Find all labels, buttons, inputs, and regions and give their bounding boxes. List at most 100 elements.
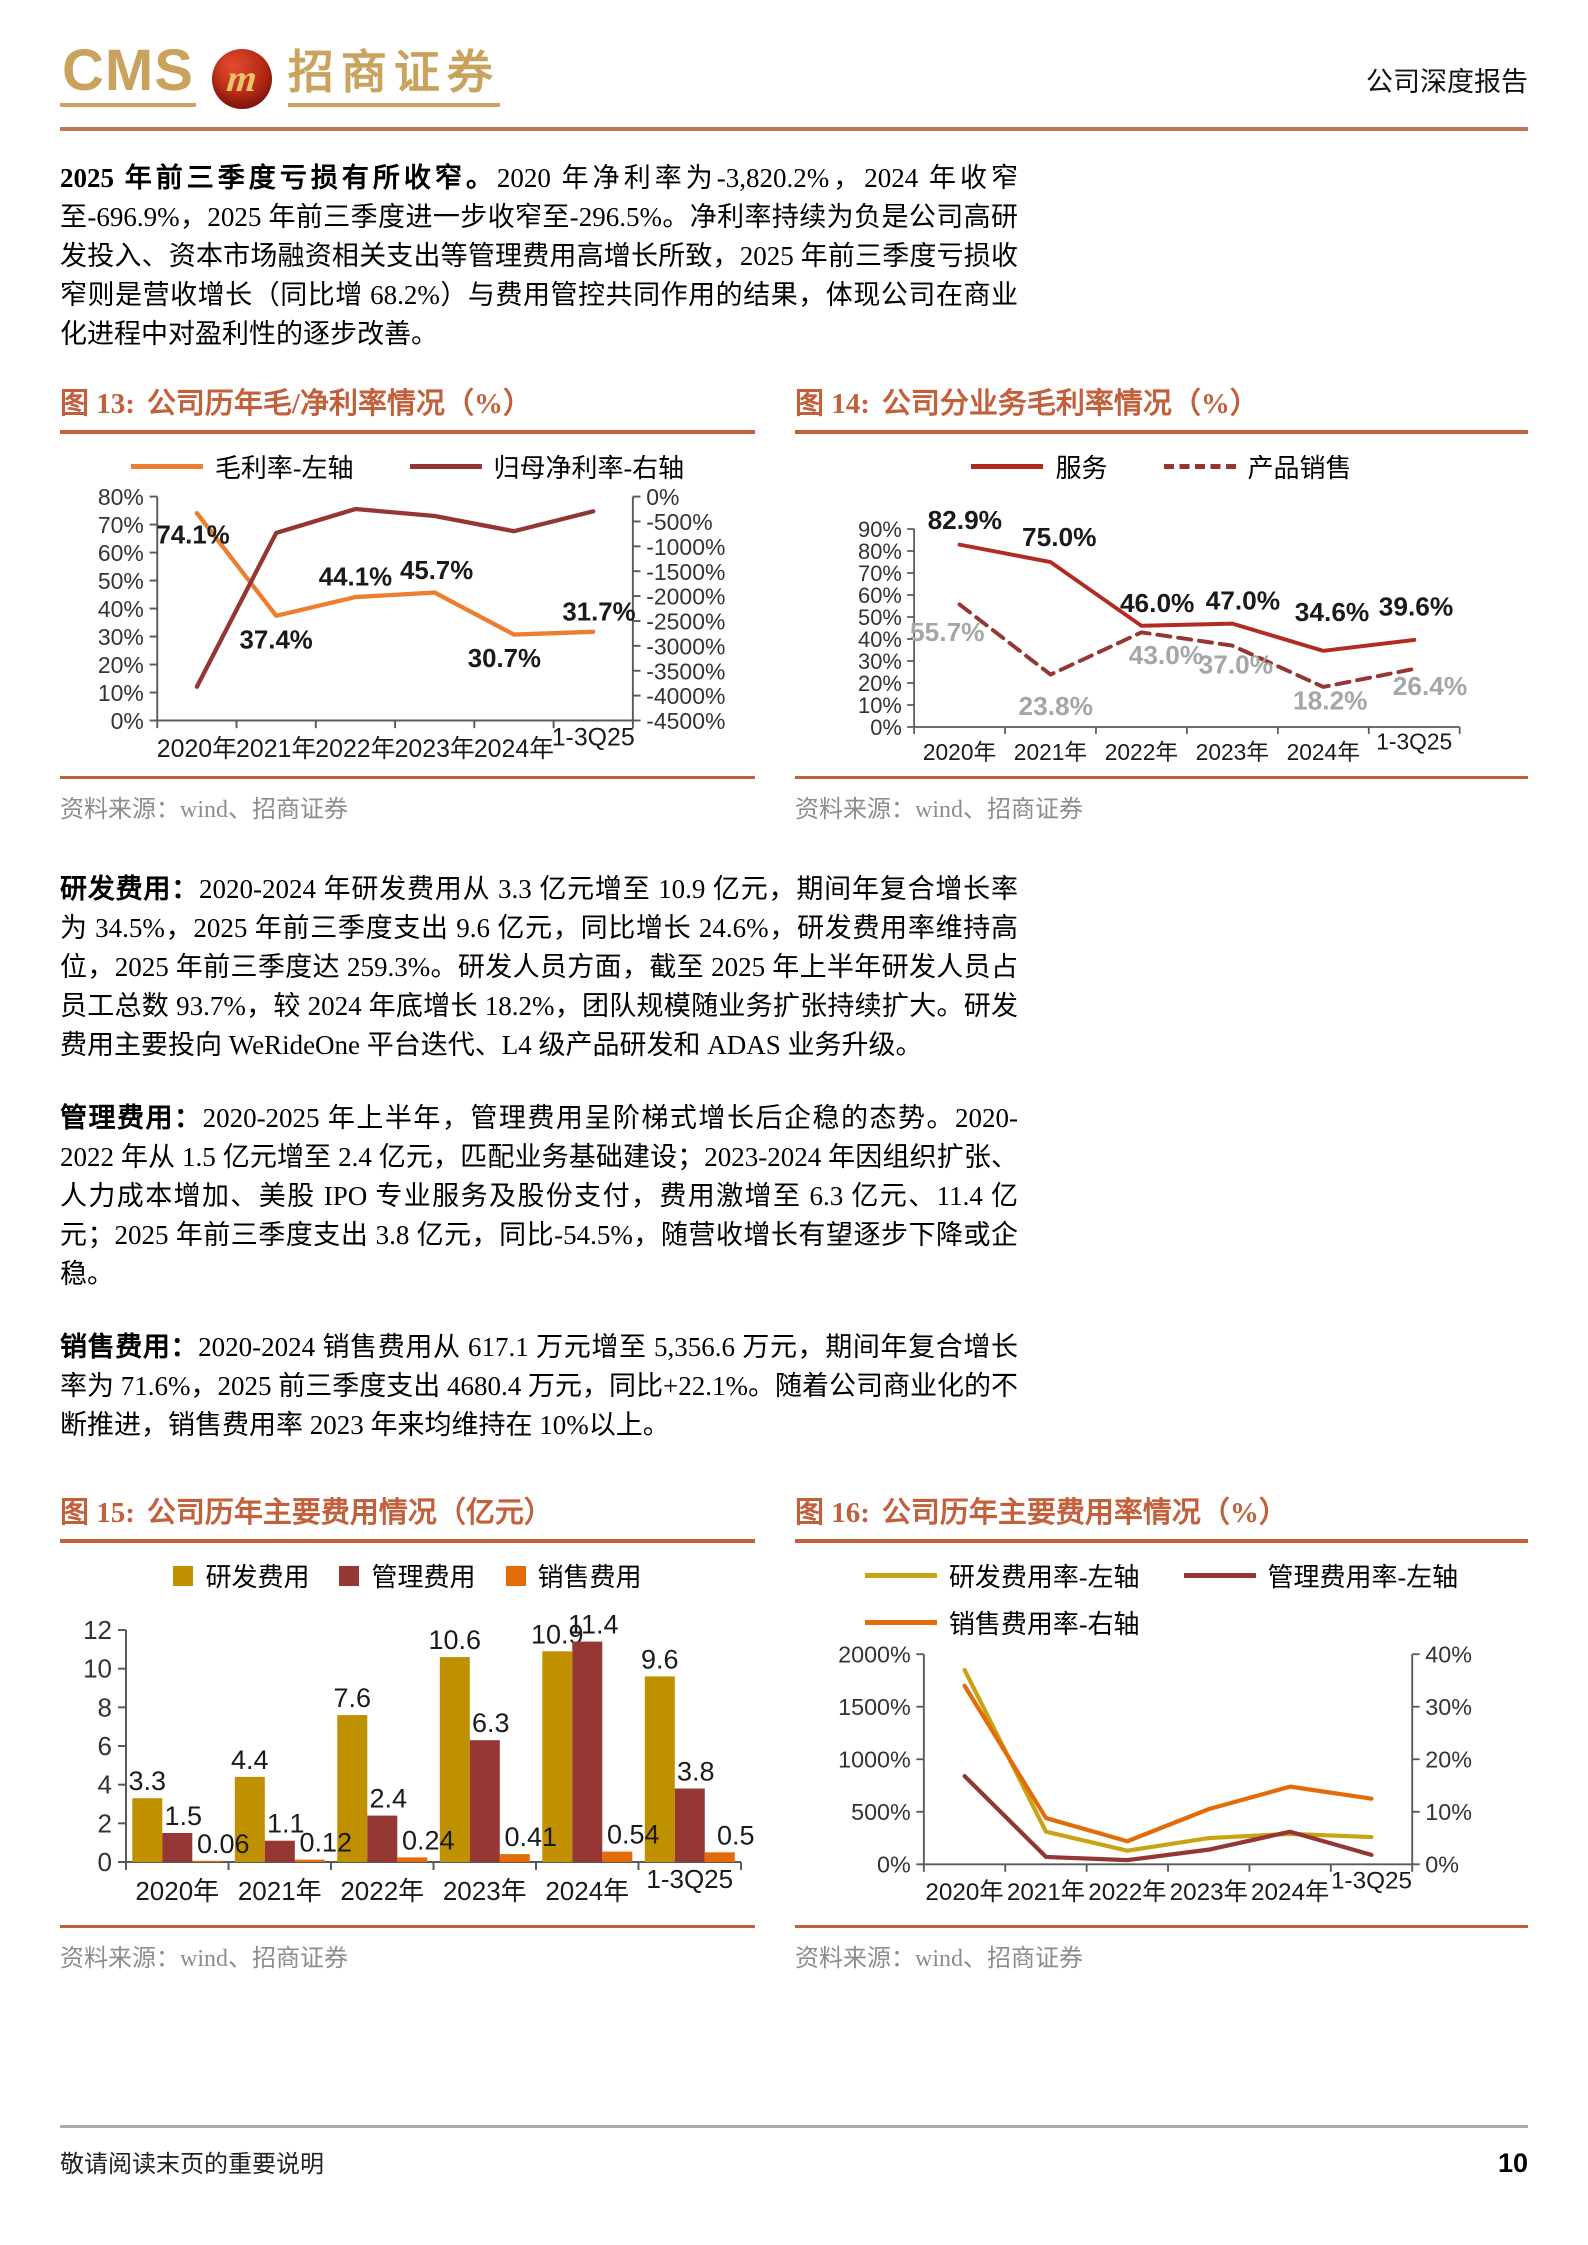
svg-text:2000%: 2000% [838, 1643, 911, 1668]
figure-13-label: 图 13: [60, 388, 135, 420]
svg-text:30%: 30% [1425, 1694, 1472, 1720]
gross-margin-legend-label: 毛利率-左轴 [214, 454, 354, 483]
svg-text:-500%: -500% [646, 509, 712, 535]
page-header: CMS m 招商证券 公司深度报告 [60, 42, 1528, 109]
svg-text:7.6: 7.6 [333, 1683, 371, 1713]
svg-text:40%: 40% [1425, 1643, 1472, 1668]
expense-rate-chart: 0% 500% 1000% 1500% 2000% 0% 10% 20% 30% 40% 2020年… [838, 1643, 1472, 1906]
legend-item-gross-margin: 毛利率-左轴 [130, 448, 354, 485]
svg-text:30.7%: 30.7% [468, 645, 541, 673]
figure-14: 图 14: 公司分业务毛利率情况（%） 服务 产品销售 0% 10% 20% 30% 40… [795, 380, 1528, 824]
svg-text:0%: 0% [877, 1852, 911, 1878]
paragraph-admin-expense: 管理费用：2020-2025 年上半年，管理费用呈阶梯式增长后企稳的态势。202… [60, 1099, 1018, 1294]
svg-text:0.12: 0.12 [299, 1828, 352, 1858]
svg-text:31.7%: 31.7% [562, 598, 635, 626]
svg-text:6: 6 [98, 1731, 112, 1761]
svg-text:0: 0 [98, 1847, 112, 1877]
svg-text:-3500%: -3500% [646, 658, 725, 684]
svg-text:20%: 20% [1425, 1747, 1472, 1773]
figure-16-legend: 研发费用率-左轴 管理费用率-左轴 销售费用率-右轴 [864, 1557, 1458, 1641]
svg-text:11.4: 11.4 [568, 1610, 619, 1640]
figure-15-source: 资料来源：wind、招商证券 [60, 1925, 755, 1973]
figure-13-legend: 毛利率-左轴 归母净利率-右轴 [60, 448, 755, 485]
svg-text:2022年: 2022年 [315, 735, 395, 763]
rd-expense-square-swatch [173, 1565, 194, 1586]
svg-text:26.4%: 26.4% [1393, 671, 1467, 701]
svg-text:50%: 50% [858, 605, 902, 630]
svg-text:0%: 0% [870, 715, 902, 740]
figure-14-source: 资料来源：wind、招商证券 [795, 776, 1528, 824]
paragraph-body: 2020-2024 销售费用从 617.1 万元增至 5,356.6 万元，期间… [60, 1332, 1018, 1440]
svg-text:80%: 80% [858, 539, 902, 564]
net-margin-line-swatch [409, 464, 482, 469]
svg-text:2024年: 2024年 [1287, 739, 1360, 765]
svg-text:2020年: 2020年 [135, 1876, 219, 1906]
svg-text:2020年: 2020年 [157, 735, 237, 763]
paragraph-rd-expense: 研发费用：2020-2024 年研发费用从 3.3 亿元增至 10.9 亿元，期… [60, 870, 1018, 1065]
figure-13-title: 图 13: 公司历年毛/净利率情况（%） [60, 380, 755, 434]
svg-text:10%: 10% [98, 680, 144, 706]
svg-text:-2500%: -2500% [646, 609, 725, 635]
figure-16-legend-row-1: 研发费用率-左轴 管理费用率-左轴 [864, 1557, 1458, 1594]
paragraph-loss-narrowing: 2025 年前三季度亏损有所收窄。2020 年净利率为-3,820.2%，202… [60, 159, 1018, 354]
svg-text:500%: 500% [851, 1799, 911, 1825]
svg-text:2022年: 2022年 [1105, 739, 1178, 765]
svg-text:70%: 70% [858, 561, 902, 586]
svg-text:40%: 40% [98, 596, 144, 622]
paragraph-lead: 管理费用： [60, 1103, 203, 1133]
svg-text:34.6%: 34.6% [1295, 597, 1369, 627]
admin-expense-square-swatch [339, 1565, 360, 1586]
svg-text:46.0%: 46.0% [1120, 588, 1194, 618]
svg-text:2023年: 2023年 [1170, 1879, 1248, 1906]
svg-text:2021年: 2021年 [236, 735, 316, 763]
paragraph-body: 2020-2025 年上半年，管理费用呈阶梯式增长后企稳的态势。2020-202… [60, 1103, 1019, 1289]
rd-rate-legend-label: 研发费用率-左轴 [948, 1563, 1140, 1592]
figure-14-legend: 服务 产品销售 [795, 448, 1528, 485]
cms-logo-icon: m [211, 49, 272, 109]
svg-text:90%: 90% [858, 517, 902, 542]
svg-text:60%: 60% [858, 583, 902, 608]
svg-text:-2000%: -2000% [646, 584, 725, 610]
svg-text:2021年: 2021年 [1007, 1879, 1085, 1906]
legend-item-product-sales: 产品销售 [1163, 448, 1352, 485]
svg-text:47.0%: 47.0% [1206, 586, 1280, 616]
svg-text:75.0%: 75.0% [1022, 522, 1096, 552]
selling-expense-square-swatch [505, 1565, 526, 1586]
svg-text:2020年: 2020年 [923, 739, 996, 765]
svg-text:2024年: 2024年 [474, 735, 554, 763]
cms-logo-chinese: 招商证券 [287, 48, 500, 107]
svg-text:20%: 20% [858, 671, 902, 696]
figure-14-title: 图 14: 公司分业务毛利率情况（%） [795, 380, 1528, 434]
figure-16-legend-row-2: 销售费用率-右轴 [864, 1604, 1140, 1641]
cms-logo-text: CMS [60, 42, 196, 107]
header-rule [60, 127, 1528, 131]
legend-item-rd-rate: 研发费用率-左轴 [864, 1557, 1140, 1594]
selling-expense-legend-label: 销售费用 [537, 1563, 642, 1592]
paragraph-lead: 销售费用： [60, 1332, 199, 1362]
svg-text:8: 8 [98, 1692, 112, 1722]
svg-text:0%: 0% [646, 487, 679, 510]
svg-text:1-3Q25: 1-3Q25 [552, 723, 635, 751]
svg-text:6.3: 6.3 [472, 1708, 510, 1738]
cms-logo-m-glyph: m [224, 58, 259, 100]
legend-item-admin-expense: 管理费用 [339, 1557, 476, 1594]
figure-14-label: 图 14: [795, 388, 870, 420]
svg-text:43.0%: 43.0% [1129, 640, 1203, 670]
rd-expense-legend-label: 研发费用 [205, 1563, 310, 1592]
svg-text:1.1: 1.1 [267, 1809, 305, 1839]
svg-text:2021年: 2021年 [1014, 739, 1087, 765]
svg-text:2023年: 2023年 [395, 735, 475, 763]
svg-text:1-3Q25: 1-3Q25 [1376, 729, 1452, 755]
svg-text:1-3Q25: 1-3Q25 [1331, 1868, 1412, 1895]
svg-text:0.54: 0.54 [607, 1820, 660, 1850]
page-footer: 敬请阅读末页的重要说明 10 [60, 2125, 1528, 2179]
legend-item-selling-rate: 销售费用率-右轴 [864, 1604, 1140, 1641]
svg-text:2021年: 2021年 [238, 1876, 322, 1906]
svg-text:2024年: 2024年 [545, 1876, 629, 1906]
svg-text:74.1%: 74.1% [156, 522, 229, 550]
svg-text:30%: 30% [98, 624, 144, 650]
svg-text:3.3: 3.3 [128, 1766, 166, 1796]
svg-text:1000%: 1000% [838, 1747, 911, 1773]
figure-16: 图 16: 公司历年主要费用率情况（%） 研发费用率-左轴 管理费用率-左轴 [795, 1489, 1528, 1973]
selling-rate-line-swatch [864, 1620, 937, 1625]
